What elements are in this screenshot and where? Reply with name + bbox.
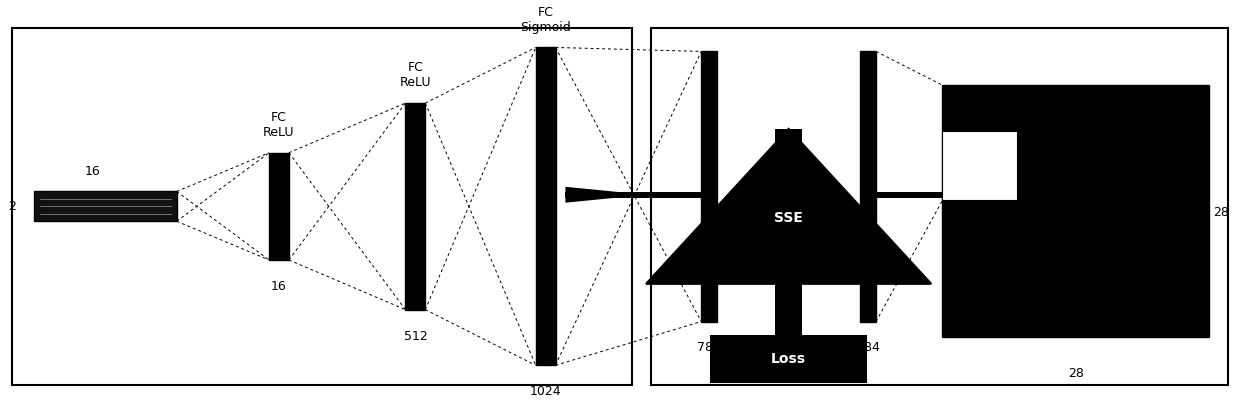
Text: FC
Sigmoid: FC Sigmoid (521, 6, 570, 34)
Text: 28: 28 (1069, 367, 1084, 380)
Bar (565, 192, 717, 198)
Text: SSE: SSE (774, 211, 804, 225)
Text: 2: 2 (7, 200, 16, 213)
Bar (712, 337, 866, 382)
Text: FC
ReLU: FC ReLU (399, 61, 432, 89)
Bar (35, 192, 177, 221)
Bar (405, 103, 425, 310)
Bar (861, 51, 875, 322)
Bar (651, 28, 1228, 385)
Bar (12, 28, 632, 385)
Bar (861, 192, 1012, 198)
Polygon shape (565, 187, 646, 202)
Text: 28: 28 (1213, 206, 1229, 219)
Text: 784: 784 (856, 341, 880, 354)
Bar (942, 131, 1017, 200)
Bar (536, 47, 556, 365)
Bar (942, 85, 1209, 337)
Polygon shape (646, 129, 931, 284)
Text: Loss: Loss (771, 352, 806, 366)
Text: 784: 784 (697, 341, 722, 354)
Bar (269, 153, 289, 260)
Text: 16: 16 (86, 164, 100, 177)
Text: FC
ReLU: FC ReLU (263, 111, 295, 139)
Text: 1024: 1024 (529, 385, 562, 398)
Text: Flatten: Flatten (949, 273, 992, 286)
Text: 16: 16 (272, 280, 286, 293)
Text: 512: 512 (403, 330, 428, 343)
Bar (702, 51, 717, 322)
Bar (775, 129, 802, 358)
Polygon shape (931, 187, 1012, 202)
Polygon shape (758, 358, 820, 382)
